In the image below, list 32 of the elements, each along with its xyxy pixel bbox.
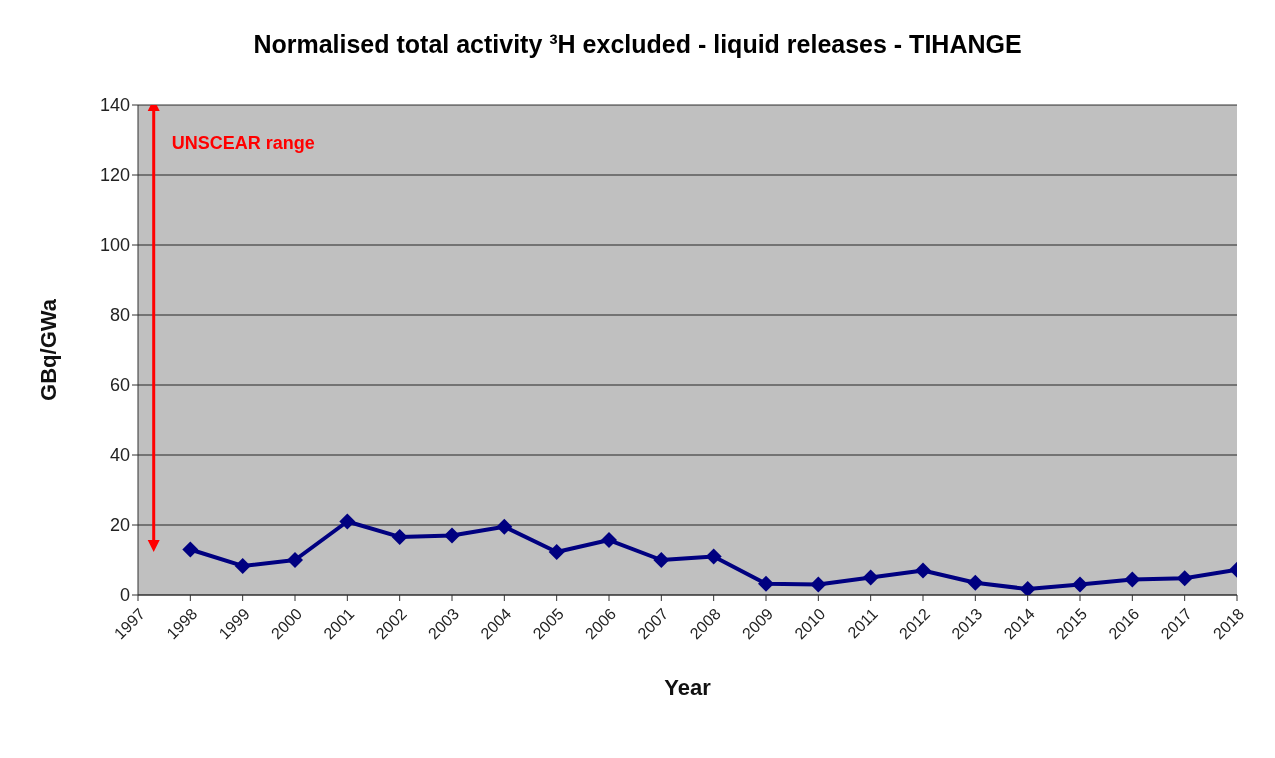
y-tick-label: 80 xyxy=(109,305,130,326)
y-axis-title: GBq/GWa xyxy=(35,298,61,401)
chart-title: Normalised total activity ³H excluded - liquid releases - TIHANGE xyxy=(252,30,1023,59)
point xyxy=(862,569,879,586)
y-tick-label: 140 xyxy=(99,95,130,116)
point xyxy=(1019,581,1036,595)
point xyxy=(810,576,827,593)
point xyxy=(339,513,356,530)
y-tick-label: 60 xyxy=(109,375,130,396)
point xyxy=(444,527,460,544)
point xyxy=(496,518,513,535)
point xyxy=(653,552,670,568)
point xyxy=(391,528,408,545)
point xyxy=(915,562,931,579)
y-tick-label: 100 xyxy=(99,235,130,256)
y-tick-label: 40 xyxy=(109,445,130,466)
point xyxy=(1124,571,1141,588)
point xyxy=(601,532,617,549)
point xyxy=(182,541,199,558)
point xyxy=(1072,576,1088,593)
point xyxy=(1176,570,1193,587)
point xyxy=(548,543,565,560)
y-tick-label: 0 xyxy=(119,585,130,606)
point xyxy=(758,575,774,592)
series-label: UNSCEAR range xyxy=(171,133,315,153)
point xyxy=(234,557,251,574)
x-axis-title: Year xyxy=(664,675,712,700)
point xyxy=(287,552,303,568)
point xyxy=(705,548,722,565)
y-tick-label: 120 xyxy=(99,165,130,186)
point xyxy=(967,574,984,591)
y-tick-label: 20 xyxy=(109,515,130,536)
